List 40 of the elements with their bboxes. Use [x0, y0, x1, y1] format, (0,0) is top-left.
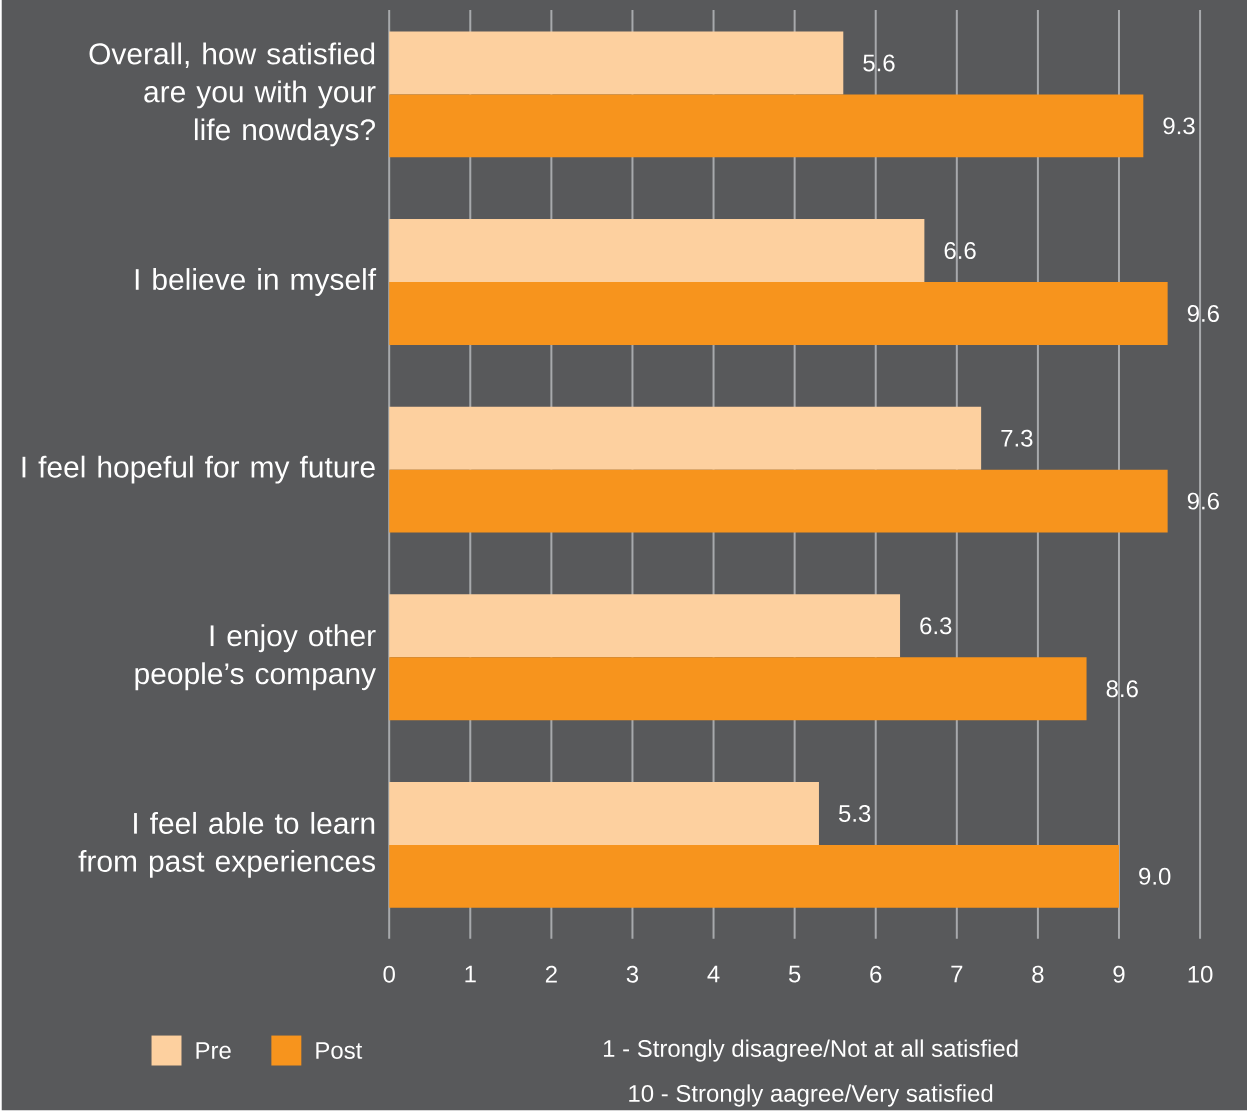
x-tick-label: 0	[383, 965, 395, 983]
data-label: 5.3	[838, 804, 871, 822]
data-label: 8.6	[1106, 680, 1138, 698]
bar	[389, 469, 1168, 533]
legend-label: Pre	[196, 1042, 231, 1059]
x-tick-label: 7	[951, 965, 963, 983]
x-tick-label: 2	[545, 965, 557, 983]
bar	[389, 31, 844, 95]
bar	[389, 781, 819, 845]
y-tick-label: I believe in myself	[135, 267, 377, 296]
bar	[389, 406, 982, 470]
data-label: 9.0	[1139, 867, 1171, 885]
y-tick-label: I enjoy other people’s company	[135, 624, 377, 691]
data-label: 5.6	[863, 54, 895, 72]
data-label: 9.3	[1163, 117, 1195, 135]
legend-label: Post	[316, 1042, 363, 1059]
bar	[389, 844, 1119, 908]
x-tick-label: 6	[870, 965, 882, 983]
bar	[389, 281, 1168, 345]
data-label: 7.3	[1001, 429, 1033, 447]
text: 10 - Strongly aagree/Very satisfied	[629, 1084, 993, 1107]
x-tick-label: 10	[1188, 965, 1213, 983]
x-tick-label: 4	[707, 965, 720, 983]
text: 1 - Strongly disagree/Not at all satisfied	[603, 1039, 1018, 1062]
bar	[389, 594, 901, 658]
y-tick-label: I feel able to learn from past experiences	[78, 811, 375, 878]
x-tick-label: 9	[1113, 965, 1125, 983]
data-label: 6.6	[944, 241, 976, 259]
bar	[389, 657, 1087, 721]
data-label: 6.3	[920, 617, 952, 635]
y-tick-label: I feel hopeful for my future	[22, 455, 375, 484]
x-tick-label: 3	[626, 965, 639, 983]
data-label: 9.6	[1187, 492, 1219, 510]
bar	[389, 218, 925, 282]
y-tick-label: Overall, how satisfied are you with your life nowdays?	[89, 42, 376, 147]
x-tick-label: 1	[465, 965, 476, 983]
x-tick-label: 5	[788, 965, 801, 983]
data-label: 9.6	[1187, 304, 1219, 322]
x-tick-label: 8	[1032, 965, 1044, 983]
bar	[389, 94, 1144, 158]
